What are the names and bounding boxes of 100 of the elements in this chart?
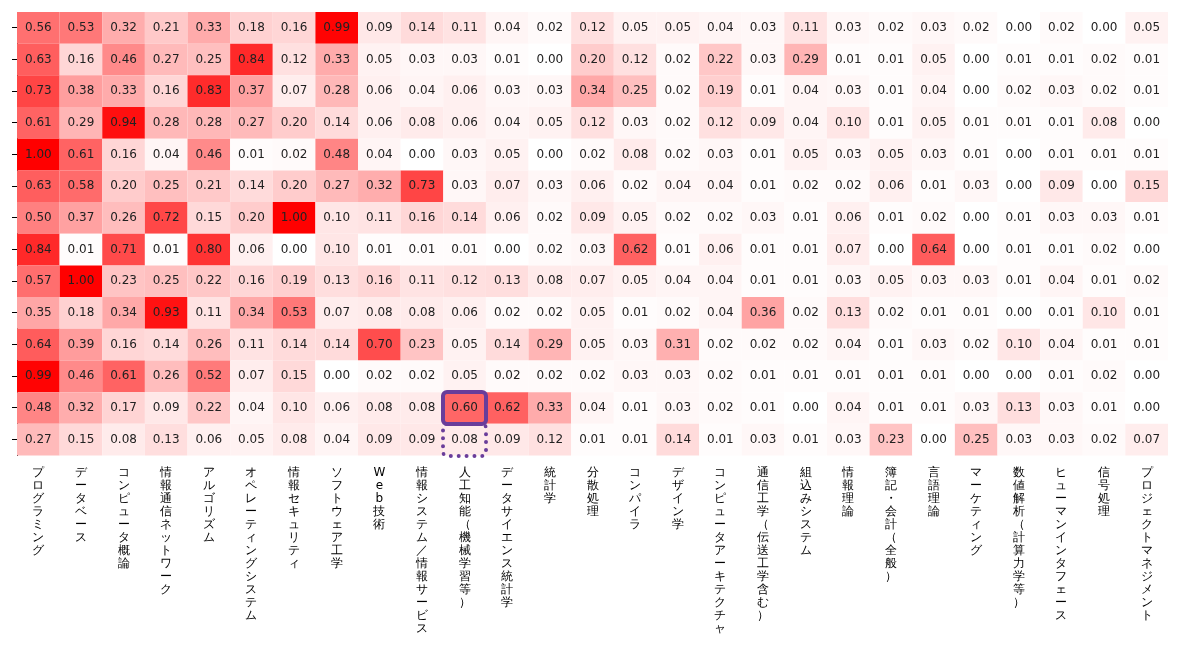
data-label: 0.03 [920, 273, 947, 288]
data-label: 0.28 [195, 115, 223, 130]
data-label: 0.00 [536, 51, 564, 66]
data-label: 0.01 [877, 368, 905, 383]
data-label: 0.05 [451, 368, 478, 383]
data-label: 0.05 [1133, 19, 1161, 34]
data-label: 0.01 [1133, 336, 1161, 351]
data-label: 0.06 [451, 83, 478, 98]
data-label: 0.27 [152, 51, 180, 66]
data-label: 0.18 [67, 305, 95, 320]
data-label: 0.01 [1048, 115, 1075, 130]
data-label: 0.04 [792, 83, 820, 98]
data-label: 0.02 [1090, 51, 1118, 66]
x-tick-label: マーケティング [970, 465, 984, 557]
data-label: 0.04 [792, 115, 820, 130]
data-label: 0.02 [579, 146, 606, 161]
data-label: 0.13 [493, 273, 521, 288]
data-label: 0.10 [1005, 336, 1033, 351]
data-label: 0.06 [323, 400, 351, 415]
data-label: 0.02 [664, 51, 692, 66]
data-label: 0.02 [579, 368, 606, 383]
data-label: 0.06 [493, 210, 521, 225]
data-label: 0.03 [664, 368, 692, 383]
data-label: 0.03 [749, 431, 777, 446]
data-label: 0.64 [24, 336, 52, 351]
data-label: 0.02 [962, 336, 990, 351]
data-label: 0.00 [962, 210, 990, 225]
data-label: 0.05 [451, 336, 478, 351]
data-label: 0.12 [536, 431, 564, 446]
data-label: 0.08 [408, 115, 436, 130]
data-label: 0.12 [579, 19, 606, 34]
data-label: 0.08 [280, 431, 308, 446]
data-label: 0.19 [280, 273, 308, 288]
data-label: 0.06 [365, 115, 393, 130]
data-label: 0.05 [493, 146, 521, 161]
data-label: 0.01 [621, 400, 649, 415]
data-label: 0.02 [1133, 273, 1161, 288]
category-label: 人工知能（機械学習等） [458, 465, 471, 609]
data-label: 0.01 [749, 241, 777, 256]
data-label: 0.26 [152, 368, 180, 383]
category-label: ヒューマンインタフェース [1055, 465, 1068, 622]
data-label: 0.01 [962, 115, 990, 130]
data-label: 0.11 [365, 210, 393, 225]
data-label: 0.08 [621, 146, 649, 161]
data-label: 0.11 [195, 305, 223, 320]
data-label: 0.13 [323, 273, 351, 288]
data-label: 0.03 [451, 178, 478, 193]
data-label: 0.02 [1090, 431, 1118, 446]
data-label: 0.00 [493, 241, 521, 256]
data-label: 0.02 [1090, 83, 1118, 98]
category-label: 数値解析（計算力学等） [1012, 465, 1025, 609]
data-label: 0.01 [621, 305, 649, 320]
data-label: 0.02 [707, 210, 734, 225]
x-tick-label: ソフトウェア工学 [330, 465, 343, 570]
data-label: 0.00 [1090, 19, 1118, 34]
data-label: 0.02 [621, 178, 649, 193]
data-label: 0.09 [493, 431, 521, 446]
data-label: 0.10 [280, 400, 308, 415]
data-label: 0.73 [24, 83, 52, 98]
data-label: 0.01 [1005, 241, 1033, 256]
data-label: 0.01 [749, 368, 777, 383]
data-label: 0.02 [834, 178, 862, 193]
data-label: 0.00 [792, 400, 820, 415]
data-label: 0.08 [365, 400, 393, 415]
data-label: 0.11 [238, 336, 265, 351]
data-label: 0.01 [1005, 273, 1033, 288]
data-label: 0.08 [451, 431, 478, 446]
data-label: 0.01 [792, 368, 820, 383]
data-label: 0.03 [451, 146, 478, 161]
data-label: 0.01 [67, 241, 95, 256]
data-label: 0.27 [323, 178, 351, 193]
data-label: 0.61 [67, 146, 95, 161]
data-label: 0.01 [1048, 368, 1075, 383]
data-label: 0.02 [1048, 19, 1075, 34]
data-label: 0.31 [664, 336, 692, 351]
data-label: 0.01 [877, 51, 905, 66]
data-label: 0.01 [877, 336, 905, 351]
data-label: 0.48 [24, 400, 52, 415]
data-label: 0.08 [536, 273, 564, 288]
x-tick-label: アルゴリズム [202, 465, 216, 544]
data-label: 0.01 [877, 210, 905, 225]
data-label: 0.20 [579, 51, 606, 66]
data-label: 0.09 [408, 431, 436, 446]
data-label: 0.09 [1048, 178, 1075, 193]
data-label: 0.07 [280, 83, 308, 98]
data-label: 0.14 [451, 210, 478, 225]
data-label: 0.03 [1048, 83, 1075, 98]
data-label: 0.01 [792, 210, 820, 225]
data-label: 0.04 [834, 336, 862, 351]
data-label: 0.03 [408, 51, 436, 66]
data-label: 0.00 [1005, 19, 1033, 34]
data-label: 0.10 [323, 241, 351, 256]
data-label: 0.04 [152, 146, 180, 161]
data-label: 0.02 [365, 368, 393, 383]
data-label: 0.07 [1133, 431, 1161, 446]
category-label: 情報通信ネットワーク [160, 465, 173, 596]
data-label: 0.03 [962, 178, 990, 193]
data-label: 0.07 [579, 273, 606, 288]
data-label: 0.17 [110, 400, 137, 415]
data-label: 0.02 [962, 19, 990, 34]
